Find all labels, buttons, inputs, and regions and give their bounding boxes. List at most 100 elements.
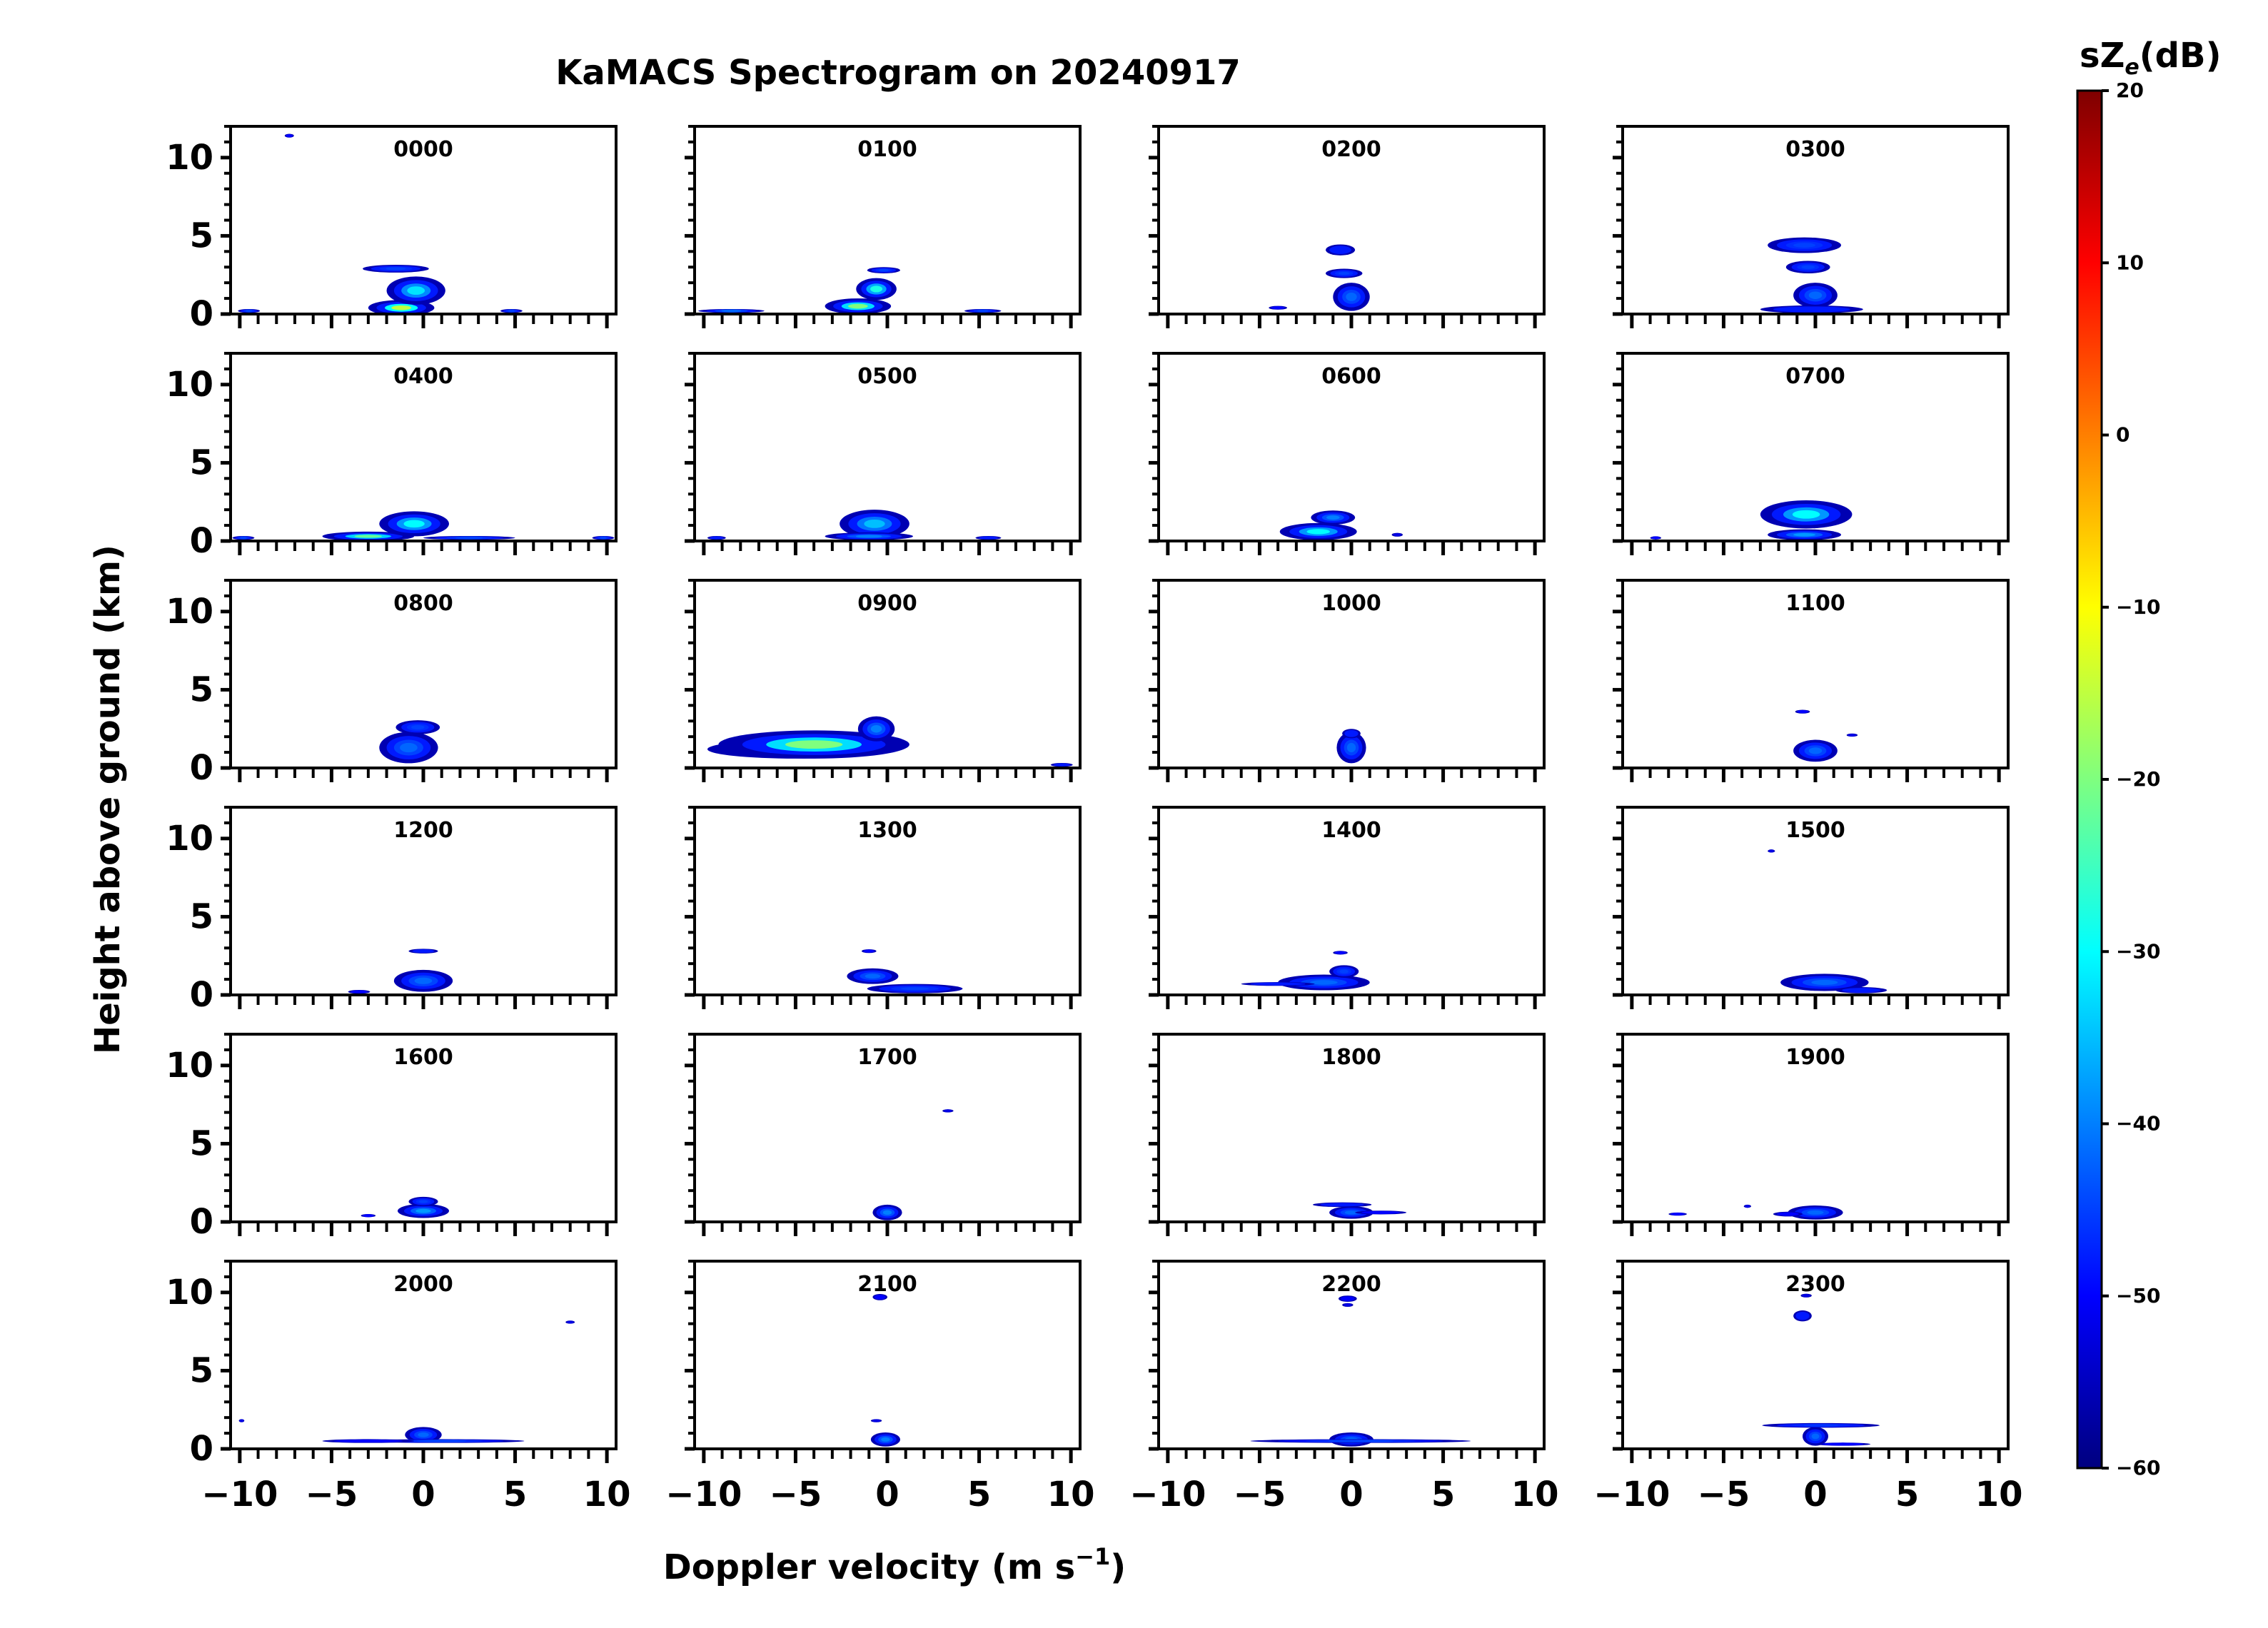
spectrum-echo: [867, 949, 872, 953]
x-tick-label: −5: [1698, 1475, 1750, 1515]
colorbar: sZe(dB) 20 10 0 −10 −20 −30 −40 −50 −60: [2076, 36, 2222, 1480]
x-tick-label: 5: [503, 1475, 527, 1515]
spectrum-echo: [240, 1419, 243, 1422]
spectrum-echo: [1675, 1213, 1680, 1216]
spectrum-echo: [864, 519, 885, 528]
panel-background: [1623, 807, 2008, 995]
panel-0100: 0100: [685, 125, 1082, 328]
spectrum-echo: [878, 268, 889, 272]
spectrum-echo: [714, 536, 720, 540]
colorbar-label-main: sZ: [2080, 36, 2125, 76]
spectrum-echo: [1811, 979, 1838, 986]
spectrum-echo: [455, 536, 483, 540]
panel-time-label: 0800: [393, 591, 453, 616]
y-tick-label: 0: [190, 521, 213, 561]
panel-background: [1159, 126, 1544, 314]
x-axis-label-superscript: −1: [1075, 1543, 1110, 1570]
figure-title: KaMACS Spectrogram on 20240917: [555, 53, 1241, 93]
spectrum-echo: [882, 1210, 892, 1215]
panel-background: [1159, 1034, 1544, 1222]
spectrogram-data: [232, 511, 615, 541]
spectrum-echo: [414, 977, 433, 984]
spectrum-echo: [870, 285, 883, 293]
panel-background: [1159, 1261, 1544, 1449]
spectrum-echo: [1807, 1210, 1824, 1215]
spectrum-echo: [1793, 532, 1816, 537]
panel-1100: 1100: [1613, 579, 2010, 782]
spectrogram-data: [238, 1320, 575, 1443]
panel-1600: 1600 0 5 10: [166, 1033, 618, 1242]
spectrogram-data: [1793, 709, 1858, 762]
x-tick-label: −5: [770, 1475, 822, 1515]
spectrum-echo: [1653, 536, 1658, 540]
panel-background: [231, 1261, 616, 1449]
spectrum-echo: [1803, 1424, 1839, 1427]
y-tick-label: 0: [190, 1429, 213, 1469]
spectrum-echo: [418, 1200, 428, 1203]
panel-1400: 1400: [1149, 806, 1546, 1009]
spectrum-echo: [1336, 248, 1345, 252]
panel-background: [1623, 580, 2008, 768]
spectrum-echo: [1793, 243, 1816, 248]
spectrum-echo: [240, 536, 247, 540]
panel-1300: 1300: [685, 806, 1082, 1009]
spectrogram-data: [847, 949, 963, 994]
spectrogram-data: [1313, 1202, 1407, 1219]
spectrogram-data: [379, 720, 440, 764]
spectrum-echo: [1339, 272, 1350, 275]
spectrum-echo: [366, 1214, 371, 1218]
y-tick-label: 0: [190, 748, 213, 788]
x-tick-label: 0: [411, 1475, 435, 1515]
spectrum-echo: [946, 1109, 950, 1113]
panel-0900: 0900: [685, 579, 1082, 782]
spectrum-echo: [865, 974, 881, 979]
spectrum-echo: [1800, 1314, 1805, 1318]
colorbar-tick-label: 20: [2116, 79, 2144, 102]
panel-background: [1623, 1261, 2008, 1449]
spectrogram-data: [1279, 510, 1403, 540]
spectrum-echo: [1804, 1294, 1808, 1298]
colorbar-tick-label: −10: [2116, 595, 2160, 619]
colorbar-tick-label: −50: [2116, 1284, 2160, 1308]
y-tick-label: 10: [166, 1046, 213, 1086]
panel-background: [231, 353, 616, 541]
spectrogram-data: [1269, 244, 1370, 311]
panel-1800: 1800: [1149, 1033, 1546, 1236]
spectrum-echo: [1783, 1213, 1793, 1216]
x-tick-label: 0: [875, 1475, 899, 1515]
spectrum-echo: [1338, 951, 1343, 954]
panel-time-label: 1200: [393, 818, 453, 843]
y-tick-label: 0: [190, 294, 213, 334]
spectrum-echo: [1346, 742, 1356, 753]
y-tick-label: 5: [190, 216, 213, 256]
spectrogram-data: [707, 716, 1073, 767]
colorbar-tick-label: −20: [2116, 767, 2160, 791]
y-tick-label: 10: [166, 138, 213, 178]
x-tick-label: −10: [1129, 1475, 1206, 1515]
spectrum-echo: [881, 1437, 890, 1442]
panel-1200: 1200 0 5 10: [166, 806, 618, 1015]
spectrum-echo: [415, 1208, 431, 1213]
panel-1500: 1500: [1613, 806, 2010, 1009]
spectrum-echo: [1745, 1205, 1749, 1208]
panel-time-label: 0000: [393, 137, 453, 162]
panel-time-label: 0400: [393, 364, 453, 389]
spectrum-echo: [356, 990, 363, 994]
spectrum-echo: [870, 724, 882, 733]
spectrum-echo: [400, 742, 418, 753]
x-tick-label: 10: [1047, 1475, 1095, 1515]
colorbar-tick-label: 0: [2116, 423, 2130, 447]
x-tick-label: −10: [1593, 1475, 1670, 1515]
x-axis-label: Doppler velocity (m s−1): [663, 1543, 1126, 1587]
spectrum-echo: [411, 725, 425, 729]
spectrum-echo: [877, 1295, 882, 1299]
spectrogram-data: [238, 133, 523, 314]
y-tick-label: 10: [166, 592, 213, 632]
spectrum-echo: [1395, 533, 1399, 537]
panel-background: [231, 807, 616, 995]
spectrogram-data: [870, 1294, 900, 1447]
spectrogram-data: [1760, 237, 1863, 313]
spectrogram-data: [1762, 1293, 1880, 1446]
panel-time-label: 1000: [1321, 591, 1381, 616]
panel-1900: 1900: [1613, 1033, 2010, 1236]
